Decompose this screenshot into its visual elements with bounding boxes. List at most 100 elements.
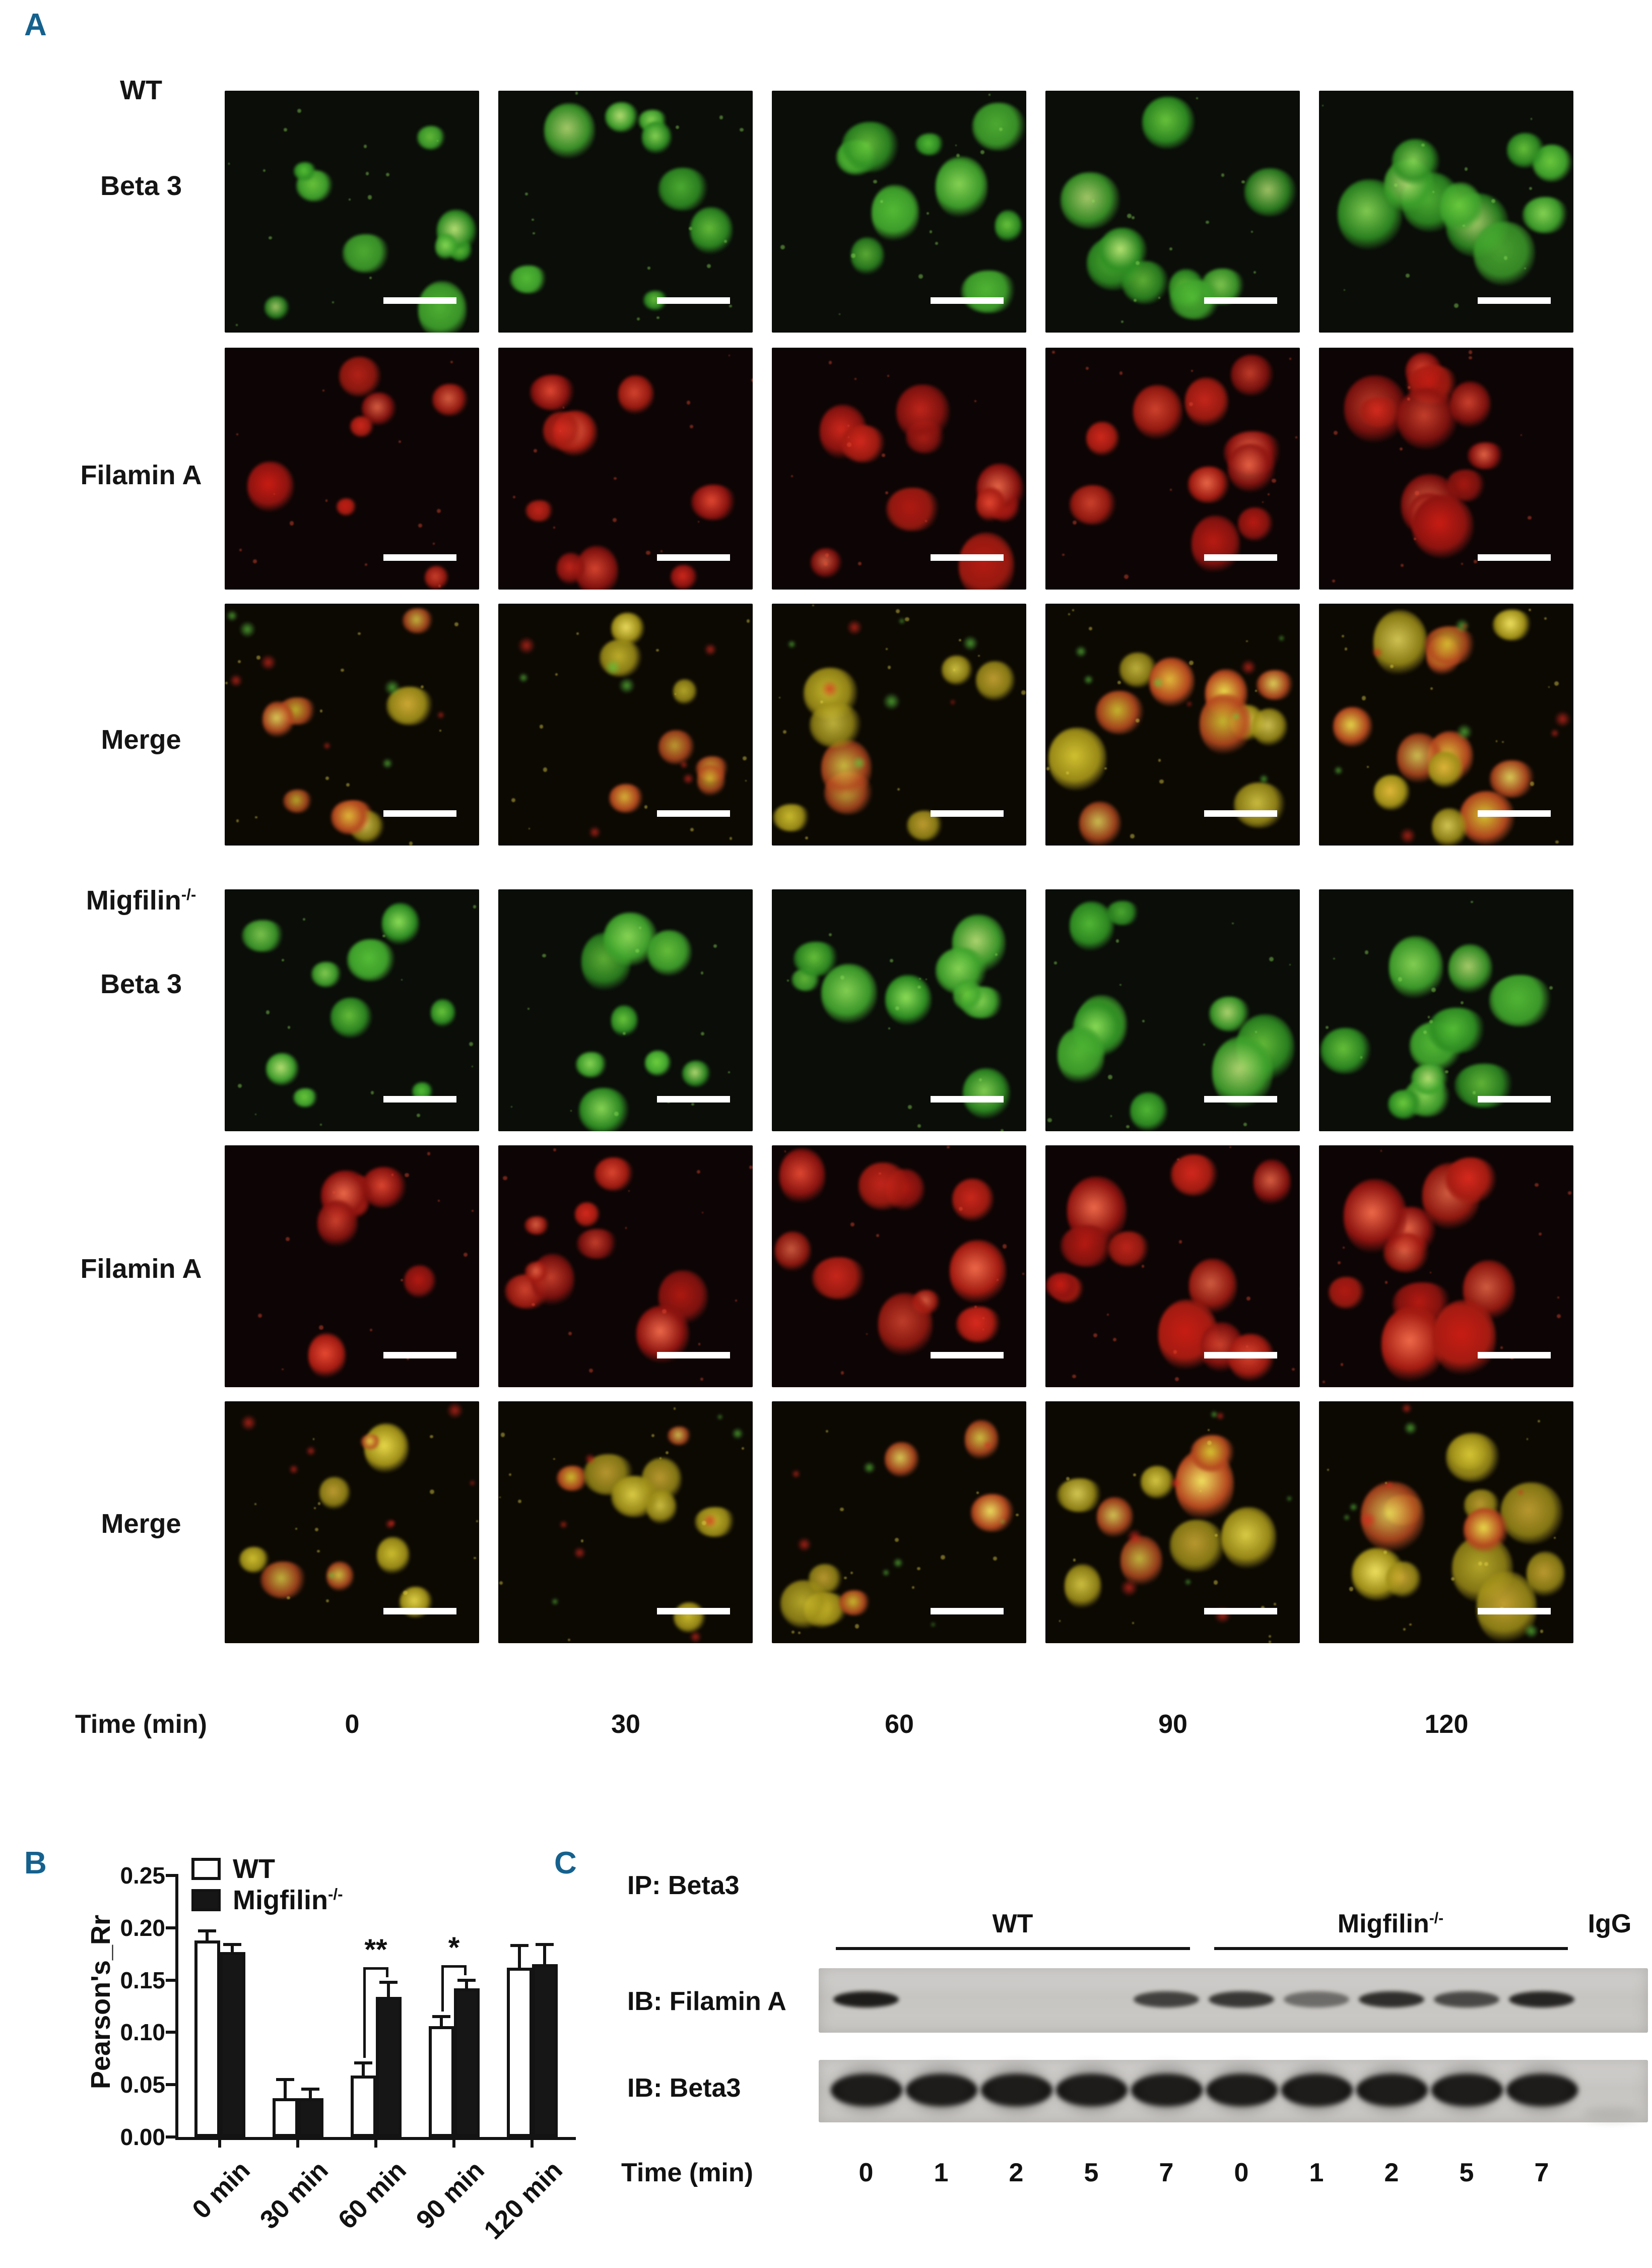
background-speckle: [638, 927, 641, 930]
background-speckle: [1159, 779, 1164, 784]
merge-accent-blob: [1232, 712, 1240, 721]
cell-blob: [1253, 1159, 1291, 1205]
background-speckle: [570, 1110, 572, 1112]
background-speckle: [1189, 660, 1194, 665]
micrograph-panel: [772, 348, 1026, 590]
x-axis-line: [175, 2137, 576, 2140]
background-speckle: [418, 524, 423, 528]
merge-accent-blob: [983, 1441, 992, 1449]
background-speckle: [472, 1210, 474, 1212]
background-speckle: [236, 819, 239, 822]
background-speckle: [532, 1303, 535, 1307]
cell-blob: [343, 234, 389, 273]
cell-blob: [350, 416, 374, 437]
cell-blob: [1048, 728, 1107, 791]
background-speckle: [854, 378, 856, 380]
background-speckle: [469, 1042, 473, 1046]
cell-blob: [658, 168, 708, 211]
error-bar-cap: [457, 1978, 476, 1982]
background-speckle: [879, 1173, 881, 1175]
background-speckle: [385, 172, 389, 177]
cell-blob: [509, 266, 547, 293]
cell-blob: [1388, 1090, 1422, 1119]
scale-bar: [1478, 1608, 1551, 1614]
background-speckle: [1206, 220, 1210, 224]
background-speckle: [749, 1165, 753, 1170]
cell-blob: [1061, 1225, 1113, 1267]
cell-blob: [1079, 802, 1121, 846]
cell-blob: [1061, 172, 1120, 229]
background-speckle: [700, 971, 704, 975]
background-speckle: [1548, 686, 1550, 688]
background-speckle: [1268, 1635, 1271, 1638]
background-speckle: [1469, 356, 1472, 360]
cell-blob: [524, 1262, 549, 1282]
y-tick-label: 0.25: [120, 1862, 165, 1889]
background-speckle: [1366, 765, 1369, 768]
background-speckle: [1409, 1623, 1412, 1626]
background-speckle: [1130, 834, 1135, 838]
cell-blob: [293, 1088, 318, 1107]
cell-blob: [1432, 808, 1468, 846]
background-speckle: [369, 277, 372, 280]
cell-blob: [1190, 1435, 1235, 1472]
scale-bar: [657, 1096, 730, 1103]
merge-accent-blob: [1127, 1528, 1143, 1545]
background-speckle: [847, 425, 850, 427]
background-speckle: [622, 1031, 626, 1035]
cell-blob: [1231, 355, 1274, 396]
merge-accent-blob: [1343, 1514, 1350, 1521]
beta3-band-halo: [835, 2067, 898, 2111]
cell-blob: [618, 375, 654, 414]
background-speckle: [1272, 478, 1276, 483]
micrograph-panel: [225, 348, 479, 590]
error-bar-stem: [465, 1980, 468, 1989]
background-speckle: [698, 521, 700, 523]
background-speckle: [1349, 1587, 1354, 1591]
background-speckle: [880, 200, 883, 204]
background-speckle: [791, 1630, 795, 1634]
background-speckle: [1126, 1125, 1130, 1128]
background-speckle: [686, 401, 691, 405]
error-bar-cap: [198, 1929, 216, 1933]
bar-wt: [273, 2098, 298, 2137]
background-speckle: [405, 1173, 410, 1178]
cell-blob: [886, 487, 940, 532]
background-speckle: [783, 730, 787, 734]
merge-accent-blob: [226, 610, 238, 622]
background-speckle: [474, 1557, 476, 1559]
beta3-band-halo: [1360, 2067, 1424, 2111]
beta3-band-halo: [985, 2067, 1048, 2111]
background-speckle: [840, 1507, 844, 1511]
error-bar-cap: [276, 2078, 294, 2081]
background-speckle: [312, 1438, 315, 1440]
significance-bracket-bar: [363, 1967, 388, 1970]
background-speckle: [1106, 1314, 1109, 1316]
background-speckle: [1484, 1562, 1489, 1567]
merge-accent-blob: [892, 1557, 904, 1568]
cell-blob: [812, 1257, 867, 1300]
merge-accent-blob: [1333, 765, 1343, 775]
panel-c-letter: C: [554, 1846, 577, 1881]
beta3-band-halo: [1510, 2067, 1574, 2111]
cell-blob: [262, 701, 294, 738]
cell-blob: [878, 1292, 933, 1356]
error-bar-cap: [510, 1944, 528, 1948]
significance-bracket-leg: [363, 1967, 366, 2058]
background-speckle: [317, 1502, 321, 1506]
background-speckle: [1136, 261, 1140, 266]
background-speckle: [851, 253, 855, 258]
background-speckle: [391, 1174, 394, 1177]
cell-blob: [1424, 626, 1476, 665]
beta3-band-halo: [1210, 2067, 1274, 2111]
micrograph-panel: [1045, 604, 1300, 846]
cell-blob: [361, 1435, 381, 1450]
background-speckle: [1538, 1419, 1541, 1422]
beta3-band: [1356, 2074, 1428, 2106]
background-speckle: [1463, 224, 1465, 227]
background-speckle: [1072, 521, 1077, 525]
scale-bar: [383, 1096, 456, 1103]
background-speckle: [553, 1458, 555, 1460]
cell-blob: [809, 703, 862, 748]
background-speckle: [826, 1430, 829, 1433]
